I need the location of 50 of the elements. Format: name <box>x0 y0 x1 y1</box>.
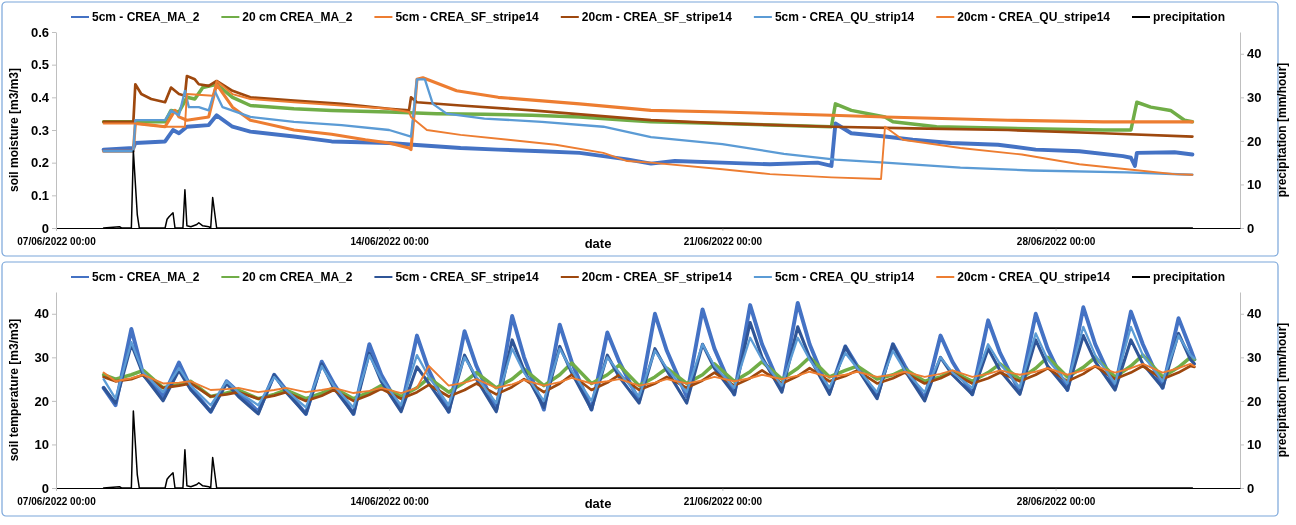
x-axis-title: date <box>584 236 612 251</box>
y-tick-label: 0 <box>41 220 49 236</box>
y-tick-label: 0 <box>41 480 49 496</box>
x-tick-label: 14/06/2022 00:00 <box>350 496 430 507</box>
y2-tick-label: 0 <box>1247 220 1255 236</box>
y-tick-label: 0.6 <box>30 24 49 40</box>
x-axis-title: date <box>584 496 612 511</box>
legend-label: 20cm - CREA_QU_stripe14 <box>957 270 1111 284</box>
legend-label: 5cm - CREA_SF_stripe14 <box>395 270 540 284</box>
legend-label: 5cm - CREA_MA_2 <box>91 270 200 284</box>
legend-label: 20cm - CREA_SF_stripe14 <box>581 10 733 24</box>
y-tick-label: 0.1 <box>30 187 49 203</box>
x-tick-label: 14/06/2022 00:00 <box>350 236 430 247</box>
x-tick-label: 21/06/2022 00:00 <box>683 496 763 507</box>
y-tick-label: 0.4 <box>30 89 50 105</box>
y2-tick-label: 40 <box>1247 306 1262 322</box>
y2-tick-label: 20 <box>1247 393 1262 409</box>
y2-tick-label: 0 <box>1247 480 1255 496</box>
legend-label: 5cm - CREA_QU_strip14 <box>774 10 915 24</box>
y2-tick-label: 40 <box>1247 46 1262 62</box>
legend-label: precipitation <box>1153 270 1226 284</box>
y-axis-title: soil moisture [m3/m3] <box>7 67 21 193</box>
y2-axis-title: precipitation [mm/hour] <box>1275 322 1289 458</box>
legend-label: 5cm - CREA_MA_2 <box>91 10 200 24</box>
x-tick-label: 07/06/2022 00:00 <box>17 496 97 507</box>
y-axis-title: soil temperature [m3/m3] <box>7 318 21 462</box>
legend-label: 5cm - CREA_QU_strip14 <box>774 270 915 284</box>
y2-tick-label: 10 <box>1247 177 1262 193</box>
x-tick-label: 21/06/2022 00:00 <box>683 236 763 247</box>
legend-label: precipitation <box>1153 10 1226 24</box>
legend-label: 20cm - CREA_QU_stripe14 <box>957 10 1111 24</box>
legend-label: 5cm - CREA_SF_stripe14 <box>395 10 540 24</box>
y-tick-label: 20 <box>34 393 49 409</box>
y2-axis-title: precipitation [mm/hour] <box>1275 62 1289 198</box>
x-tick-label: 07/06/2022 00:00 <box>17 236 97 247</box>
y-tick-label: 10 <box>34 437 49 453</box>
y-tick-label: 30 <box>34 349 49 365</box>
y-tick-label: 0.3 <box>30 122 49 138</box>
legend-label: 20 cm CREA_MA_2 <box>242 270 353 284</box>
y-tick-label: 40 <box>34 306 49 322</box>
y2-tick-label: 20 <box>1247 133 1262 149</box>
y2-tick-label: 30 <box>1247 349 1262 365</box>
y2-tick-label: 30 <box>1247 89 1262 105</box>
x-tick-label: 28/06/2022 00:00 <box>1016 236 1096 247</box>
x-tick-label: 28/06/2022 00:00 <box>1016 496 1096 507</box>
legend-label: 20 cm CREA_MA_2 <box>242 10 353 24</box>
legend-label: 20cm - CREA_SF_stripe14 <box>581 270 733 284</box>
y-tick-label: 0.5 <box>30 57 49 73</box>
y-tick-label: 0.2 <box>30 155 49 171</box>
y2-tick-label: 10 <box>1247 437 1262 453</box>
